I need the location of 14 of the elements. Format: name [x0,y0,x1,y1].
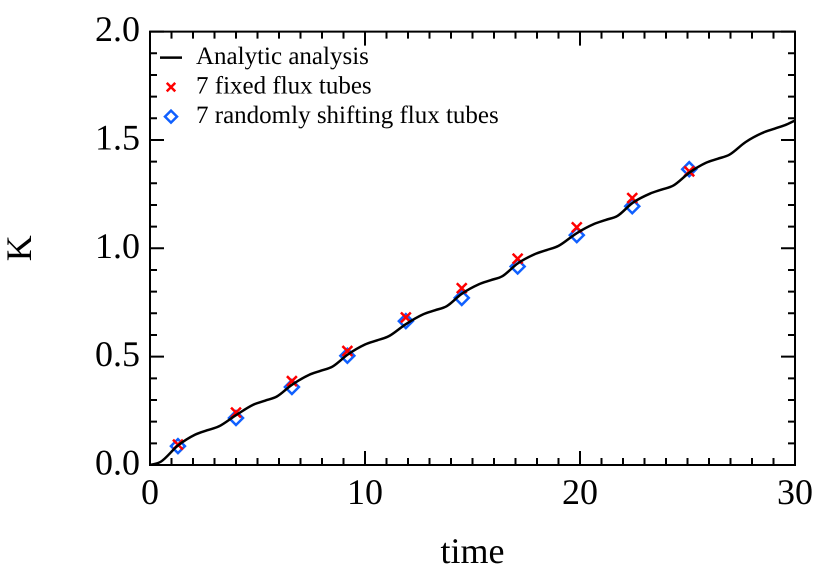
y-tick-label: 1.5 [95,117,140,158]
legend-label: 7 randomly shifting flux tubes [196,102,499,130]
x-tick-label: 0 [141,472,159,512]
x-tick-label: 20 [562,472,598,512]
x-axis-title: time [440,530,504,571]
x-tick-label: 10 [347,472,383,512]
y-axis-title: K [0,235,40,262]
legend-label: 7 fixed flux tubes [196,72,372,100]
y-tick-label: 2.0 [95,9,140,50]
y-tick-label: 0.0 [95,442,140,482]
y-tick-label: 1.0 [95,226,140,266]
y-tick-label: 0.5 [95,334,140,374]
x-tick-label: 30 [777,472,813,512]
legend-label: Analytic analysis [196,43,369,70]
